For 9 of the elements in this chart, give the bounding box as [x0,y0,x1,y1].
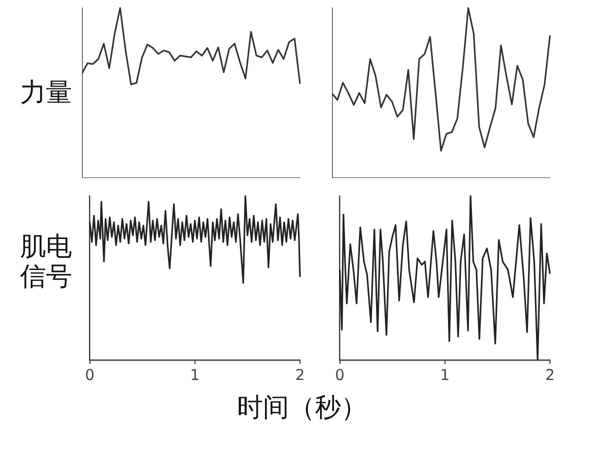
x-axis-title: 时间（秒） [236,392,368,425]
x-tick-label: 1 [440,366,450,384]
x-tick-label: 2 [295,366,305,384]
x-tick-label: 1 [190,366,200,384]
x-tick-label: 0 [85,366,95,384]
x-tick-label: 2 [545,366,555,384]
y-axis-title: 肌电信号 [19,232,73,292]
x-tick-label: 0 [335,366,345,384]
y-axis-title: 力量 [19,78,73,108]
